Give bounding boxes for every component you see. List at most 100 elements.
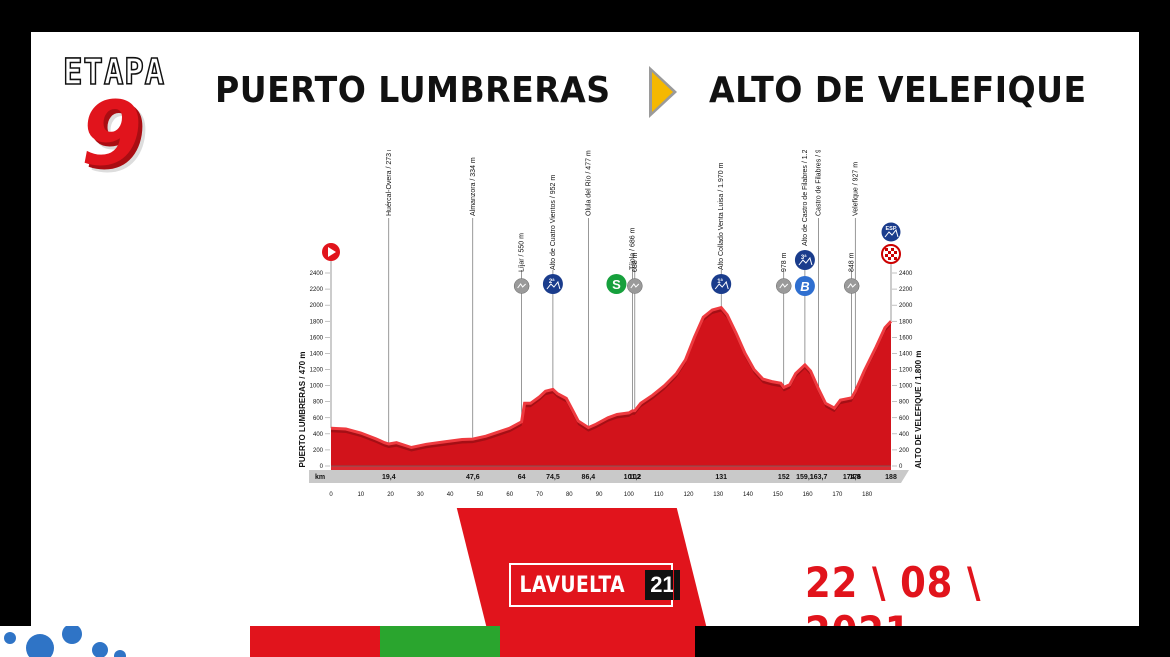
km-mark-label: 163,7	[810, 474, 828, 481]
y-tick-label-left: 1000	[310, 384, 324, 390]
footer-red-stripe	[250, 626, 380, 657]
y-tick-label-left: 1200	[310, 368, 324, 374]
stage-date: 22 \ 08 \ 2021	[805, 558, 982, 626]
la-vuelta-logo: LAVUELTA 21	[508, 562, 680, 608]
y-tick-label-right: 1600	[899, 335, 913, 341]
stage-card: ETAPA 9 PUERTO LUMBRERAS ALTO DE VELEFIQ…	[31, 32, 1139, 626]
x-tick-label: 50	[477, 492, 484, 498]
annotation-label: Velefique / 927 m	[852, 162, 859, 216]
y-tick-label-right: 200	[899, 448, 910, 454]
km-mark-label: 47,6	[466, 474, 480, 481]
km-mark-label: 102	[629, 474, 641, 481]
finish-town: ALTO DE VELEFIQUE	[709, 70, 1087, 111]
intermediate-mountain-icon	[779, 283, 789, 289]
special-mountain-icon	[884, 228, 899, 238]
mountain-icon	[546, 280, 561, 290]
intermediate-mountain-icon	[847, 283, 857, 289]
kom-category-label: 3ª	[801, 254, 807, 261]
y-axis-label-right: ALTO DE VELEFIQUE / 1.800 m	[914, 351, 923, 469]
footer-green-stripe	[380, 626, 500, 657]
y-tick-label-left: 200	[313, 448, 324, 454]
arrow-right-icon	[649, 66, 677, 118]
y-tick-label-right: 1000	[899, 384, 913, 390]
x-tick-label: 120	[683, 492, 694, 498]
y-tick-label-right: 2000	[899, 303, 913, 309]
km-bar	[309, 470, 909, 483]
x-tick-label: 80	[566, 492, 573, 498]
x-tick-label: 100	[624, 492, 635, 498]
km-mark-label: 64	[518, 474, 526, 481]
y-tick-label-left: 2200	[310, 287, 324, 293]
intermediate-mountain-icon	[630, 283, 640, 289]
annotation-label: Olula del Río / 477 m	[585, 150, 592, 216]
start-town: PUERTO LUMBRERAS	[215, 70, 611, 111]
finish-checker-cell	[891, 248, 894, 251]
y-tick-label-right: 1200	[899, 368, 913, 374]
annotation-label: Huércal-Overa / 273 m	[386, 150, 393, 216]
y-tick-label-left: 0	[320, 464, 324, 470]
finish-checker-cell	[888, 251, 891, 254]
sprint-label: S	[612, 277, 621, 292]
annotation-label: Alto de Castro de Filabres / 1.257 m	[802, 150, 809, 246]
annotation-label: Alto Collado Venta Luisa / 1.970 m	[718, 162, 725, 270]
annotation-label: 848 m	[849, 252, 856, 272]
special-climb-label: ESP	[885, 226, 896, 232]
x-tick-label: 180	[862, 492, 873, 498]
logo-text: LAVUELTA	[519, 572, 626, 598]
km-mark-label: 188	[885, 474, 897, 481]
y-tick-label-right: 0	[899, 464, 903, 470]
annotation-label: Castro de Filabres / 955 m	[816, 150, 823, 216]
intermediate-mountain-icon	[517, 283, 526, 289]
y-tick-label-right: 2400	[899, 271, 913, 277]
profile-ridge-line	[330, 305, 893, 450]
finish-checker-cell	[894, 257, 897, 260]
km-mark-label: 174,8	[843, 474, 861, 481]
dots-decoration-icon	[4, 626, 126, 657]
x-tick-label: 10	[357, 492, 364, 498]
kom-icon	[711, 274, 732, 294]
km-mark-label: 152	[778, 474, 790, 481]
km-mark-label: 86,4	[582, 474, 596, 481]
annotation-label: 978 m	[781, 252, 788, 272]
stage-number: 9	[81, 82, 143, 185]
kom-icon	[542, 274, 563, 294]
finish-checker-cell	[888, 257, 891, 260]
x-tick-label: 170	[832, 492, 843, 498]
finish-checker-cell	[894, 251, 897, 254]
x-tick-label: 110	[654, 492, 664, 498]
y-tick-label-right: 2200	[899, 287, 913, 293]
y-axis-label-left: PUERTO LUMBRERAS / 470 m	[298, 352, 307, 468]
x-tick-label: 60	[506, 492, 513, 498]
mountain-icon	[714, 280, 729, 290]
x-tick-label: 140	[743, 492, 754, 498]
annotation-label: Alto de Cuatro Vientos / 952 m	[550, 175, 557, 270]
x-tick-label: 0	[329, 492, 333, 498]
km-mark-label: 176	[849, 474, 861, 481]
x-tick-label: 90	[596, 492, 603, 498]
annotation-label: 688 m	[632, 252, 639, 272]
annotation-label: Líjar / 550 m	[519, 233, 526, 272]
x-tick-label: 150	[773, 492, 784, 498]
bonus-icon	[794, 276, 815, 296]
x-tick-label: 160	[803, 492, 814, 498]
y-tick-label-left: 600	[313, 416, 324, 422]
finish-checker-cell	[885, 248, 888, 251]
annotation-label: Tíjola / 686 m	[629, 227, 636, 270]
mountain-icon	[798, 256, 813, 266]
y-tick-label-left: 800	[313, 400, 324, 406]
y-tick-label-left: 1400	[310, 351, 324, 357]
finish-checker-cell	[885, 254, 888, 257]
logo-year: 21	[645, 570, 680, 600]
y-tick-label-left: 1600	[310, 335, 324, 341]
bonus-label: B	[800, 279, 809, 294]
y-tick-label-right: 1800	[899, 319, 913, 325]
kom-category-label: 1ª	[717, 278, 723, 285]
x-tick-label: 130	[713, 492, 724, 498]
kom-category-label: 2ª	[549, 278, 555, 285]
y-tick-label-left: 2400	[310, 271, 324, 277]
profile-area	[331, 311, 891, 470]
y-tick-label-right: 1400	[899, 351, 913, 357]
special-climb-icon	[881, 222, 901, 242]
start-play-triangle	[328, 247, 336, 257]
